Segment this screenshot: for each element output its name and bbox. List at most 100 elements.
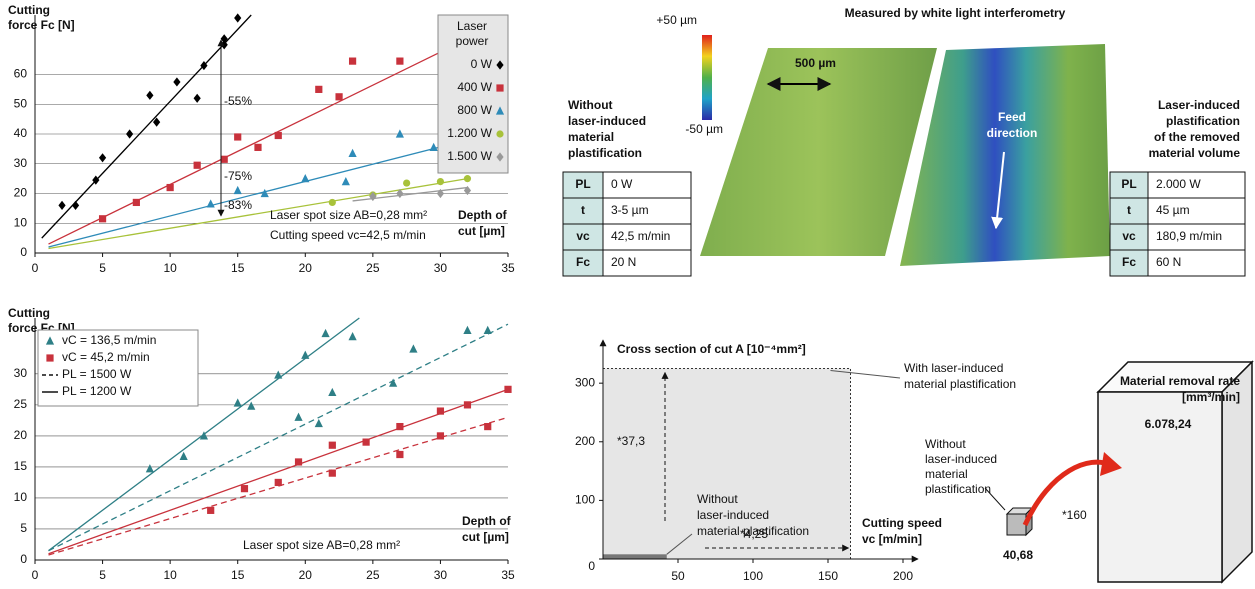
x-tick-label: 20 — [299, 261, 313, 275]
legend-entry: PL = 1200 W — [62, 384, 132, 398]
data-point — [301, 174, 310, 183]
table-label: vc — [1122, 229, 1136, 243]
small-cube — [984, 487, 1034, 537]
data-point — [348, 57, 357, 65]
axis-title: Depth of — [458, 208, 508, 222]
table-label: t — [581, 203, 585, 217]
data-point — [341, 177, 350, 186]
image-title: Measured by white light interferometry — [845, 6, 1066, 20]
data-point — [328, 441, 336, 449]
callout: Without — [925, 437, 966, 451]
table-cell — [602, 197, 692, 225]
legend-entry: 1.200 W — [447, 126, 492, 140]
data-point — [463, 401, 472, 409]
data-point — [348, 148, 357, 157]
data-point — [436, 432, 445, 440]
trend-line — [48, 139, 468, 248]
data-point — [71, 200, 80, 210]
data-point — [328, 469, 336, 477]
data-point — [145, 464, 154, 473]
data-point — [274, 131, 282, 140]
table-value: 180,9 m/min — [1156, 229, 1222, 243]
table-value: 3-5 µm — [611, 203, 649, 217]
table-label: PL — [1121, 177, 1136, 191]
data-point — [240, 485, 249, 493]
x-tick-label: 15 — [231, 261, 245, 275]
value-label: 6.078,24 — [1145, 417, 1192, 431]
data-point — [362, 438, 370, 446]
table-label: vc — [576, 229, 590, 243]
x-tick-label: 150 — [818, 569, 838, 583]
data-point — [496, 60, 504, 70]
callout: material plastification — [697, 524, 809, 538]
annotation: *4,25 — [740, 527, 768, 541]
area-rect — [603, 368, 851, 559]
annotation: *160 — [1062, 508, 1087, 522]
table-cell — [1147, 197, 1246, 225]
annotation: Cutting speed vc=42,5 m/min — [270, 228, 426, 242]
axis-title: force Fc [N] — [8, 18, 75, 32]
table-label: PL — [575, 177, 590, 191]
feed-arrow — [991, 151, 1005, 230]
legend-entry: 0 W — [471, 57, 493, 71]
table-cell — [562, 171, 604, 199]
table-cell — [562, 197, 604, 225]
data-point — [179, 451, 188, 460]
annotation: -55% — [224, 94, 252, 108]
table-title: Without — [568, 98, 613, 112]
diagram-title: [mm³/min] — [1182, 390, 1240, 404]
data-point — [274, 478, 282, 487]
y-tick-label: 50 — [14, 96, 28, 110]
table-cell — [1109, 197, 1149, 225]
y-tick-label: 30 — [14, 366, 28, 380]
data-point — [274, 370, 283, 379]
callout: Without — [697, 492, 738, 506]
data-point — [436, 188, 445, 199]
data-point — [396, 57, 404, 65]
data-point — [199, 431, 209, 440]
table-label: Fc — [576, 255, 590, 269]
data-point — [92, 175, 100, 185]
trend-line — [48, 388, 509, 555]
legend-entry: PL = 1500 W — [62, 367, 132, 381]
data-point — [335, 93, 343, 101]
y-tick-label: 10 — [14, 490, 28, 504]
x-tick-label: 30 — [434, 261, 448, 275]
data-point — [294, 458, 303, 466]
data-point — [496, 130, 504, 138]
legend-title: power — [456, 34, 489, 48]
data-point — [429, 142, 438, 151]
x-tick-label: 25 — [366, 568, 380, 582]
x-tick-label: 100 — [743, 569, 763, 583]
surface-with — [900, 44, 1110, 266]
callout: material plastification — [904, 377, 1016, 391]
data-point — [496, 84, 504, 92]
legend-entry: vC = 45,2 m/min — [62, 350, 150, 364]
area-rect — [603, 554, 667, 559]
data-point — [58, 200, 66, 210]
feed-label: direction — [987, 126, 1038, 140]
x-tick-label: 5 — [99, 261, 106, 275]
data-point — [46, 354, 54, 362]
table-value: 0 W — [611, 177, 633, 191]
x-tick-label: 35 — [501, 261, 515, 275]
data-point — [153, 117, 161, 127]
table-cell — [602, 223, 692, 251]
y-tick-label: 40 — [14, 126, 28, 140]
y-tick-label: 300 — [575, 375, 595, 389]
y-tick-label: 20 — [14, 186, 28, 200]
data-point — [314, 418, 323, 428]
annotation: Laser spot size AB=0,28 mm² — [243, 538, 400, 552]
data-point — [220, 155, 228, 163]
data-point — [193, 93, 201, 103]
y-tick-label: 0 — [20, 245, 27, 259]
y-tick-label: 0 — [588, 559, 595, 573]
data-point — [233, 398, 242, 407]
data-point — [200, 60, 208, 71]
data-point — [395, 129, 404, 138]
annotation: -83% — [224, 198, 252, 212]
data-point — [328, 198, 336, 207]
leader — [830, 370, 901, 379]
diagram-title: Material removal rate — [1120, 374, 1240, 388]
data-point — [294, 412, 303, 421]
